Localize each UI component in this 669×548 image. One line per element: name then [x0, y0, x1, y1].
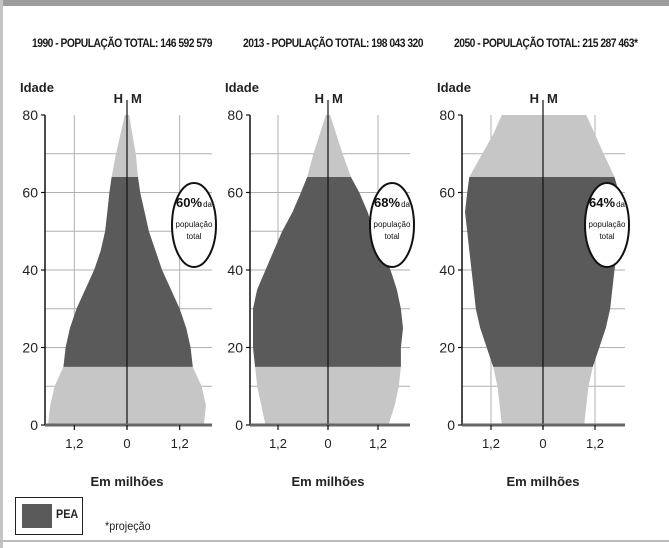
pct-sub2-2013: total [384, 232, 399, 241]
x-tick-label-2050-1: 0 [539, 436, 546, 451]
label-h-1990: H [114, 91, 123, 106]
bottom-border [0, 540, 669, 542]
legend-label: PEA [56, 507, 79, 521]
label-h-2013: H [315, 91, 324, 106]
y-axis-label-2013: Idade [225, 80, 259, 95]
x-tick-label-2013-2: 1,2 [369, 436, 387, 451]
pct-sub1-2013: população [374, 220, 411, 229]
y-tick-label-2050-0: 0 [447, 417, 455, 433]
legend-swatch [15, 497, 83, 535]
y-tick-label-1990-80: 80 [22, 107, 38, 123]
pct-ellipse-1990 [171, 182, 217, 268]
y-tick-label-2050-20: 20 [439, 340, 455, 356]
label-m-2050: M [547, 91, 558, 106]
pct-sub2-1990: total [186, 232, 201, 241]
chart-title-1990: 1990 - POPULAÇÃO TOTAL: 146 592 579 [32, 36, 213, 50]
pct-label-1990: 60%da [176, 195, 212, 210]
x-tick-label-2013-0: 1,2 [269, 436, 287, 451]
y-tick-label-1990-60: 60 [22, 185, 38, 201]
chart-title-2050: 2050 - POPULAÇÃO TOTAL: 215 287 463* [454, 36, 638, 50]
footnote: *projeção [105, 519, 151, 533]
x-tick-label-2013-1: 0 [324, 436, 331, 451]
pct-ellipse-2050 [584, 182, 630, 268]
y-tick-label-2013-60: 60 [227, 185, 243, 201]
x-axis-label-2013: Em milhões [292, 474, 365, 489]
x-tick-label-1990-1: 0 [123, 436, 130, 451]
y-tick-label-2050-60: 60 [439, 185, 455, 201]
pct-label-2013: 68%da [374, 195, 410, 210]
x-axis-label-2050: Em milhões [507, 474, 580, 489]
left-border [0, 0, 3, 548]
y-tick-label-1990-0: 0 [30, 417, 38, 433]
y-tick-label-1990-20: 20 [22, 340, 38, 356]
pct-label-2050: 64%da [589, 195, 625, 210]
y-tick-label-2050-80: 80 [439, 107, 455, 123]
top-border [0, 0, 669, 6]
label-m-1990: M [131, 91, 142, 106]
x-axis-label-1990: Em milhões [91, 474, 164, 489]
label-m-2013: M [332, 91, 343, 106]
y-tick-label-1990-40: 40 [22, 262, 38, 278]
y-axis-label-1990: Idade [20, 80, 54, 95]
pyramid-pea-1990 [63, 177, 193, 367]
pct-sub1-2050: população [589, 220, 626, 229]
y-tick-label-2013-80: 80 [227, 107, 243, 123]
y-tick-label-2050-40: 40 [439, 262, 455, 278]
x-tick-label-1990-2: 1,2 [171, 436, 189, 451]
pct-sub1-1990: população [176, 220, 213, 229]
x-tick-label-1990-0: 1,2 [65, 436, 83, 451]
y-tick-label-2013-20: 20 [227, 340, 243, 356]
x-tick-label-2050-0: 1,2 [482, 436, 500, 451]
y-tick-label-2013-0: 0 [235, 417, 243, 433]
chart-title-2013: 2013 - POPULAÇÃO TOTAL: 198 043 320 [243, 36, 424, 50]
x-tick-label-2050-2: 1,2 [586, 436, 604, 451]
label-h-2050: H [530, 91, 539, 106]
y-tick-label-2013-40: 40 [227, 262, 243, 278]
pct-sub2-2050: total [599, 232, 614, 241]
pct-ellipse-2013 [369, 182, 415, 268]
legend-color-pea [22, 504, 52, 528]
y-axis-label-2050: Idade [437, 80, 471, 95]
